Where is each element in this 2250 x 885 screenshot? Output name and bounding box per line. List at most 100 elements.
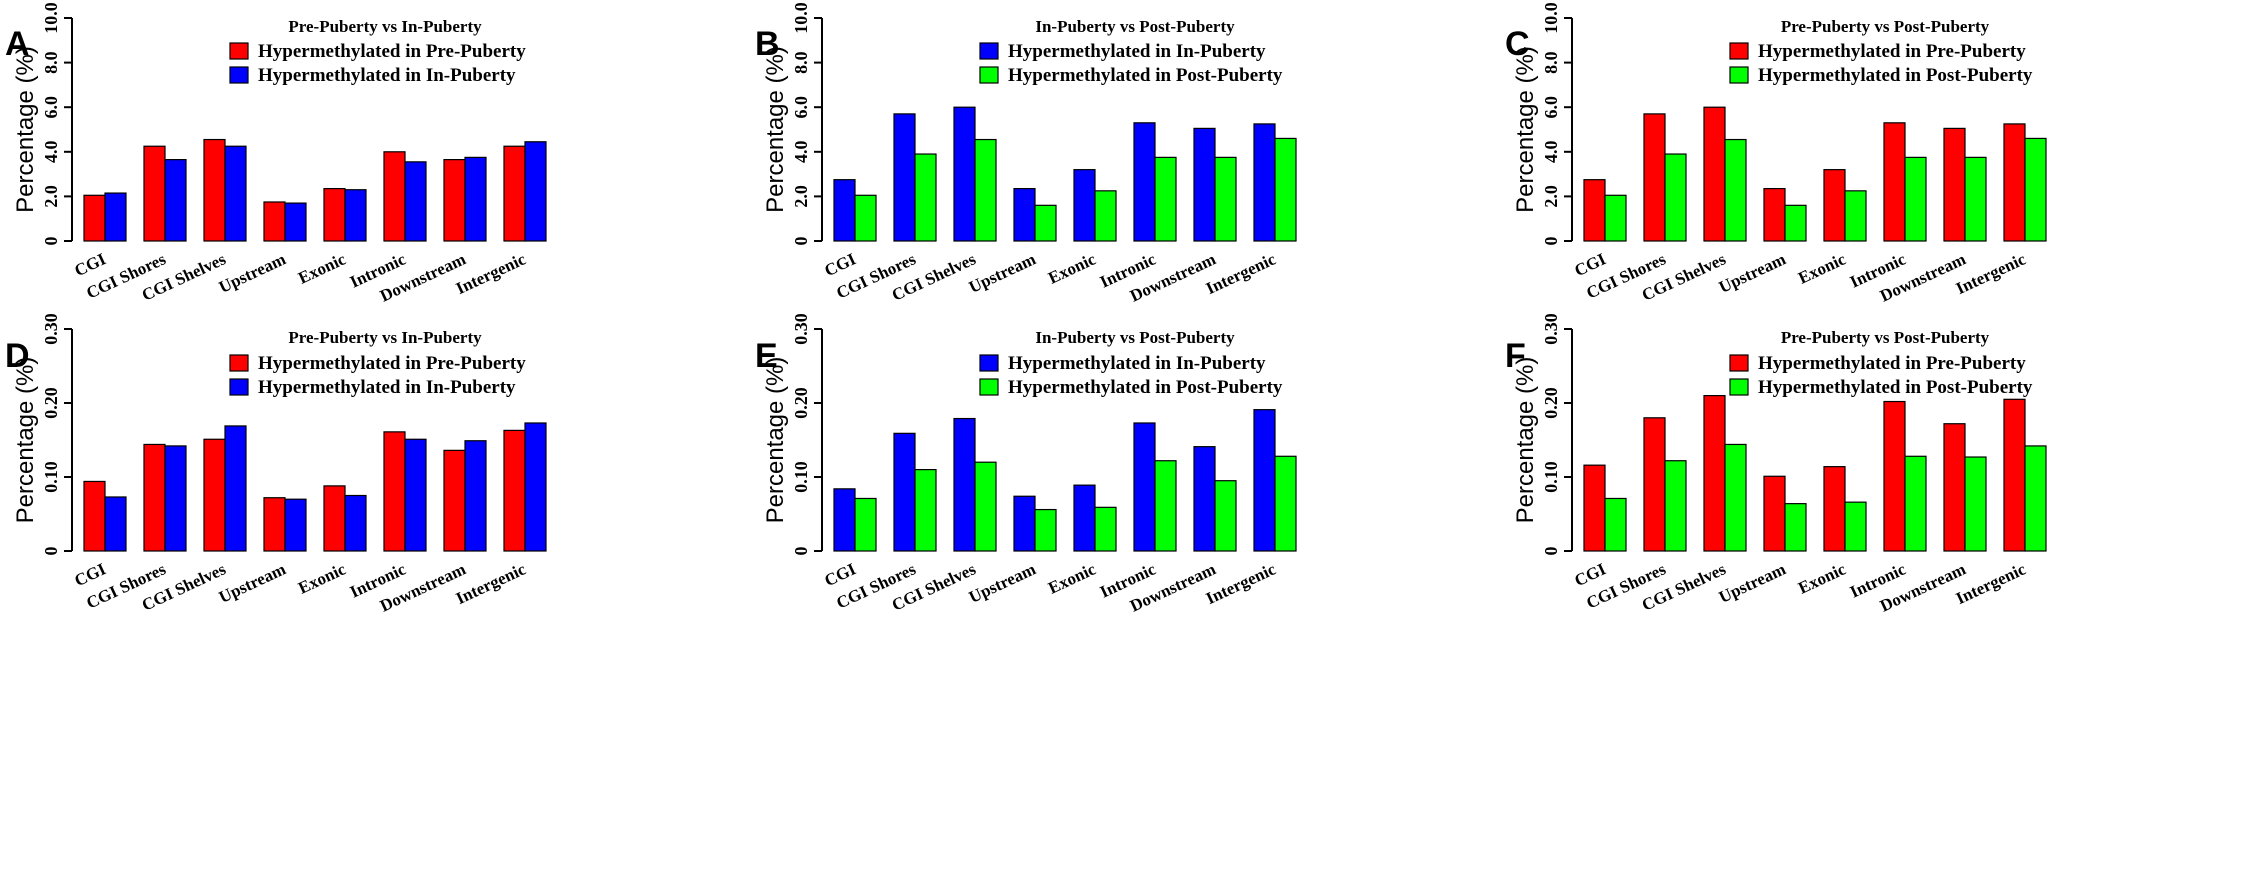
legend-swatch-1: [229, 354, 249, 372]
bar-downstream-series-2: [1964, 456, 1987, 552]
bar-cgi-shores-series-2: [1664, 460, 1687, 552]
x-tick-label: Intergenic: [453, 249, 529, 298]
bar-cgi-series-2: [854, 194, 877, 242]
legend-label-1: Hypermethylated in In-Puberty: [1008, 41, 1266, 62]
bar-cgi-shelves-series-1: [1703, 106, 1726, 242]
bar-exonic-series-1: [1823, 169, 1846, 242]
bar-upstream-series-1: [263, 497, 286, 552]
panel-letter: F: [1505, 337, 1526, 375]
bar-intronic-series-2: [1904, 156, 1927, 242]
bar-cgi-shelves-series-1: [953, 106, 976, 242]
y-axis-title: Percentage (%): [762, 357, 789, 524]
bar-cgi-shelves-series-1: [203, 438, 226, 552]
y-tick-label: 0: [41, 237, 61, 246]
legend-label-1: Hypermethylated in Pre-Puberty: [258, 41, 526, 62]
x-tick-label: Exonic: [1795, 249, 1849, 288]
bar-cgi-shores-series-2: [914, 153, 937, 242]
bar-cgi-series-2: [1604, 497, 1627, 552]
bar-cgi-shelves-series-1: [203, 138, 226, 242]
bar-cgi-shelves-series-2: [224, 425, 247, 552]
bar-exonic-series-2: [1094, 190, 1117, 242]
y-axis-title: Percentage (%): [1512, 46, 1539, 213]
bar-exonic-series-1: [323, 485, 346, 552]
bar-downstream-series-2: [1964, 156, 1987, 242]
y-tick-label: 0: [791, 547, 811, 556]
x-tick-label: Exonic: [1795, 559, 1849, 598]
bar-intergenic-series-1: [2003, 123, 2026, 242]
legend-swatch-1: [979, 354, 999, 372]
bar-cgi-shelves-series-2: [974, 461, 997, 552]
bar-downstream-series-1: [1943, 127, 1966, 242]
x-tick-label: Exonic: [1045, 559, 1099, 598]
bar-cgi-shores-series-1: [143, 443, 166, 552]
bar-upstream-series-2: [1034, 204, 1057, 242]
bar-downstream-series-2: [1214, 480, 1237, 552]
chart-title: In-Puberty vs Post-Puberty: [1035, 17, 1235, 36]
x-tick-label: Intergenic: [1953, 559, 2029, 608]
bar-upstream-series-1: [1763, 187, 1786, 242]
bar-intronic-series-1: [383, 431, 406, 552]
y-tick-label: 0: [1541, 237, 1561, 246]
bar-cgi-shelves-series-1: [1703, 395, 1726, 552]
bar-intronic-series-1: [1133, 422, 1156, 552]
bar-intergenic-series-2: [2024, 137, 2047, 242]
legend-label-2: Hypermethylated in Post-Puberty: [1758, 377, 2033, 398]
y-tick-label: 0.20: [791, 387, 811, 419]
y-tick-label: 8.0: [41, 51, 61, 74]
y-tick-label: 4.0: [41, 141, 61, 164]
y-tick-label: 6.0: [1541, 96, 1561, 119]
y-tick-label: 2.0: [41, 185, 61, 208]
y-axis-title: Percentage (%): [762, 46, 789, 213]
legend-swatch-2: [229, 378, 249, 396]
bar-downstream-series-2: [464, 440, 487, 552]
bar-intergenic-series-2: [2024, 445, 2047, 552]
bar-cgi-shelves-series-2: [1724, 138, 1747, 242]
legend-swatch-1: [1729, 42, 1749, 60]
chart-title: Pre-Puberty vs Post-Puberty: [1781, 328, 1990, 347]
bar-intronic-series-1: [1133, 122, 1156, 242]
bar-upstream-series-1: [1013, 495, 1036, 552]
bar-upstream-series-2: [284, 202, 307, 242]
bar-cgi-shelves-series-2: [1724, 443, 1747, 552]
bar-intronic-series-2: [1904, 455, 1927, 552]
bar-cgi-series-2: [854, 497, 877, 552]
bar-cgi-series-2: [1604, 194, 1627, 242]
panel-letter: C: [1505, 25, 1530, 63]
bar-exonic-series-2: [344, 494, 367, 552]
bar-exonic-series-1: [323, 187, 346, 242]
bar-downstream-series-1: [443, 449, 466, 552]
bar-upstream-series-2: [1784, 204, 1807, 242]
legend-label-1: Hypermethylated in Pre-Puberty: [258, 353, 526, 374]
bar-cgi-shores-series-1: [1643, 113, 1666, 242]
bar-exonic-series-2: [344, 189, 367, 242]
legend-swatch-1: [1729, 354, 1749, 372]
x-tick-label: Upstream: [216, 249, 289, 296]
legend-label-2: Hypermethylated in In-Puberty: [258, 65, 516, 86]
panel-letter: E: [755, 337, 778, 375]
y-tick-label: 0.10: [1541, 461, 1561, 493]
bar-downstream-series-1: [1193, 446, 1216, 552]
bar-cgi-shores-series-2: [164, 445, 187, 552]
y-tick-label: 0.30: [1541, 313, 1561, 345]
legend-label-2: Hypermethylated in Post-Puberty: [1008, 377, 1283, 398]
y-tick-label: 0.30: [41, 313, 61, 345]
x-tick-label: Upstream: [1716, 559, 1789, 606]
y-axis-title: Percentage (%): [1512, 357, 1539, 524]
bar-exonic-series-1: [1073, 484, 1096, 552]
y-axis-title: Percentage (%): [12, 357, 39, 524]
bar-intronic-series-2: [1154, 156, 1177, 242]
bar-cgi-series-1: [83, 480, 106, 552]
legend-swatch-1: [229, 42, 249, 60]
y-tick-label: 0: [41, 547, 61, 556]
bar-cgi-series-1: [83, 194, 106, 242]
panel-letter: A: [5, 25, 30, 63]
legend-swatch-2: [1729, 66, 1749, 84]
bar-intergenic-series-2: [524, 141, 547, 242]
legend-swatch-2: [979, 66, 999, 84]
y-tick-label: 0.10: [41, 461, 61, 493]
bar-cgi-shores-series-1: [893, 113, 916, 242]
